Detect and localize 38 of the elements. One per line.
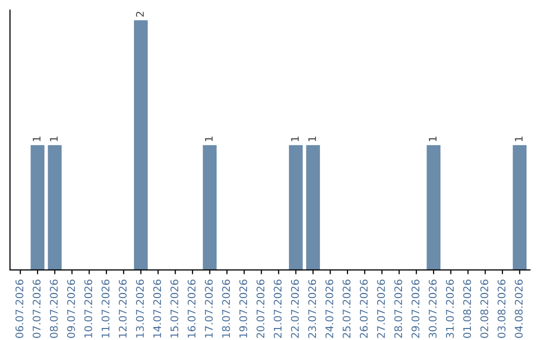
x-tick-label: 29.07.2026 (412, 280, 420, 338)
x-tick-label: 21.07.2026 (274, 280, 282, 338)
x-tick-label: 07.07.2026 (32, 280, 41, 338)
data-label: 2 (136, 12, 144, 17)
x-tick-label: 08.07.2026 (50, 280, 58, 338)
x-tick-label: 30.07.2026 (428, 280, 437, 338)
x-tick-label: 27.07.2026 (377, 280, 385, 338)
x-tick-label: 20.07.2026 (256, 280, 264, 338)
data-label: 1 (205, 136, 213, 142)
x-tick-label: 26.07.2026 (360, 280, 368, 338)
x-tick-label: 11.07.2026 (102, 280, 110, 338)
x-tick-label: 03.08.2026 (498, 280, 506, 338)
x-tick-label: 31.07.2026 (446, 280, 454, 338)
x-tick-label: 15.07.2026 (170, 280, 178, 338)
data-label: 1 (50, 136, 58, 142)
x-tick-label: 10.07.2026 (84, 280, 92, 338)
x-tick-label: 01.08.2026 (463, 280, 472, 338)
x-tick-label: 13.07.2026 (136, 280, 144, 338)
x-tick-label: 23.07.2026 (308, 280, 316, 338)
x-tick-label: 06.07.2026 (15, 280, 24, 338)
x-tick-label: 19.07.2026 (239, 280, 248, 338)
x-tick-label: 04.08.2026 (514, 280, 523, 338)
x-tick-label: 22.07.2026 (290, 280, 299, 338)
x-tick-label: 24.07.2026 (325, 280, 334, 338)
data-label: 1 (428, 136, 436, 142)
x-tick-label: 18.07.2026 (222, 280, 230, 338)
x-tick-label: 12.07.2026 (118, 280, 127, 338)
x-tick-label: 02.08.2026 (480, 280, 488, 338)
data-label: 1 (308, 136, 316, 142)
x-tick-label: 16.07.2026 (188, 280, 196, 338)
x-tick-label: 17.07.2026 (204, 280, 213, 338)
data-label: 1 (291, 136, 299, 142)
x-tick-label: 28.07.2026 (394, 280, 402, 338)
x-tick-label: 14.07.2026 (153, 280, 162, 338)
data-label: 1 (32, 136, 40, 142)
data-label: 1 (514, 136, 523, 142)
x-tick-label: 09.07.2026 (67, 280, 75, 338)
x-tick-label: 25.07.2026 (342, 280, 351, 338)
